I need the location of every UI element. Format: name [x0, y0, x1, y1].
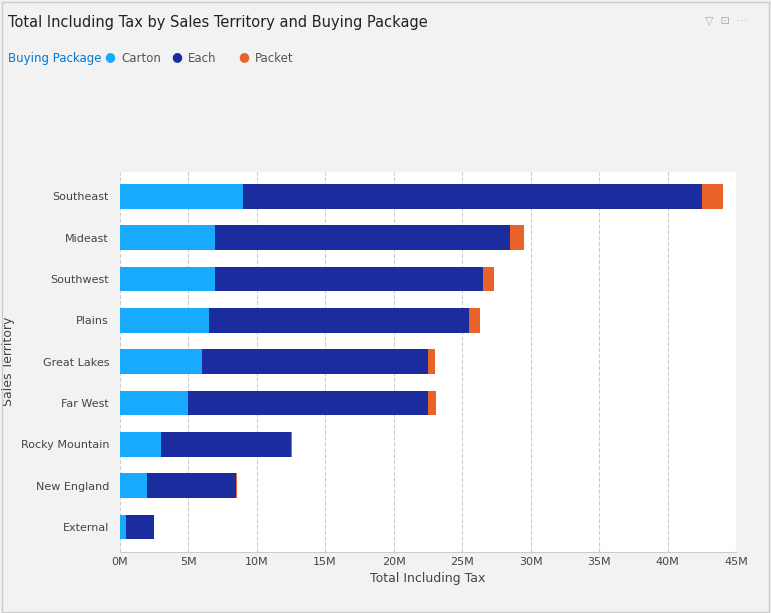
- Y-axis label: Sales Territory: Sales Territory: [2, 317, 15, 406]
- Bar: [702, 184, 722, 209]
- Text: ●: ●: [104, 50, 115, 63]
- Bar: [147, 473, 236, 498]
- Bar: [428, 390, 436, 416]
- Bar: [120, 349, 202, 374]
- Bar: [188, 390, 428, 416]
- Bar: [243, 184, 702, 209]
- Text: Buying Package: Buying Package: [8, 52, 101, 65]
- Bar: [469, 308, 480, 333]
- Bar: [215, 226, 510, 250]
- Bar: [291, 432, 292, 457]
- Bar: [120, 514, 126, 539]
- Bar: [120, 473, 147, 498]
- Text: Packet: Packet: [255, 52, 294, 65]
- Bar: [120, 184, 243, 209]
- Bar: [120, 390, 188, 416]
- Bar: [209, 308, 469, 333]
- Text: Carton: Carton: [121, 52, 161, 65]
- Text: ●: ●: [238, 50, 249, 63]
- Bar: [120, 308, 209, 333]
- Text: Each: Each: [188, 52, 217, 65]
- Text: ▽  ⊡  ···: ▽ ⊡ ···: [705, 15, 748, 25]
- Text: Total Including Tax by Sales Territory and Buying Package: Total Including Tax by Sales Territory a…: [8, 15, 427, 30]
- X-axis label: Total Including Tax: Total Including Tax: [370, 572, 486, 585]
- Bar: [120, 267, 215, 291]
- Bar: [120, 432, 160, 457]
- Bar: [120, 226, 215, 250]
- Bar: [510, 226, 524, 250]
- Text: ●: ●: [171, 50, 182, 63]
- Bar: [160, 432, 291, 457]
- Bar: [428, 349, 435, 374]
- Bar: [215, 267, 483, 291]
- Bar: [483, 267, 493, 291]
- Bar: [126, 514, 153, 539]
- Bar: [236, 473, 237, 498]
- Bar: [202, 349, 428, 374]
